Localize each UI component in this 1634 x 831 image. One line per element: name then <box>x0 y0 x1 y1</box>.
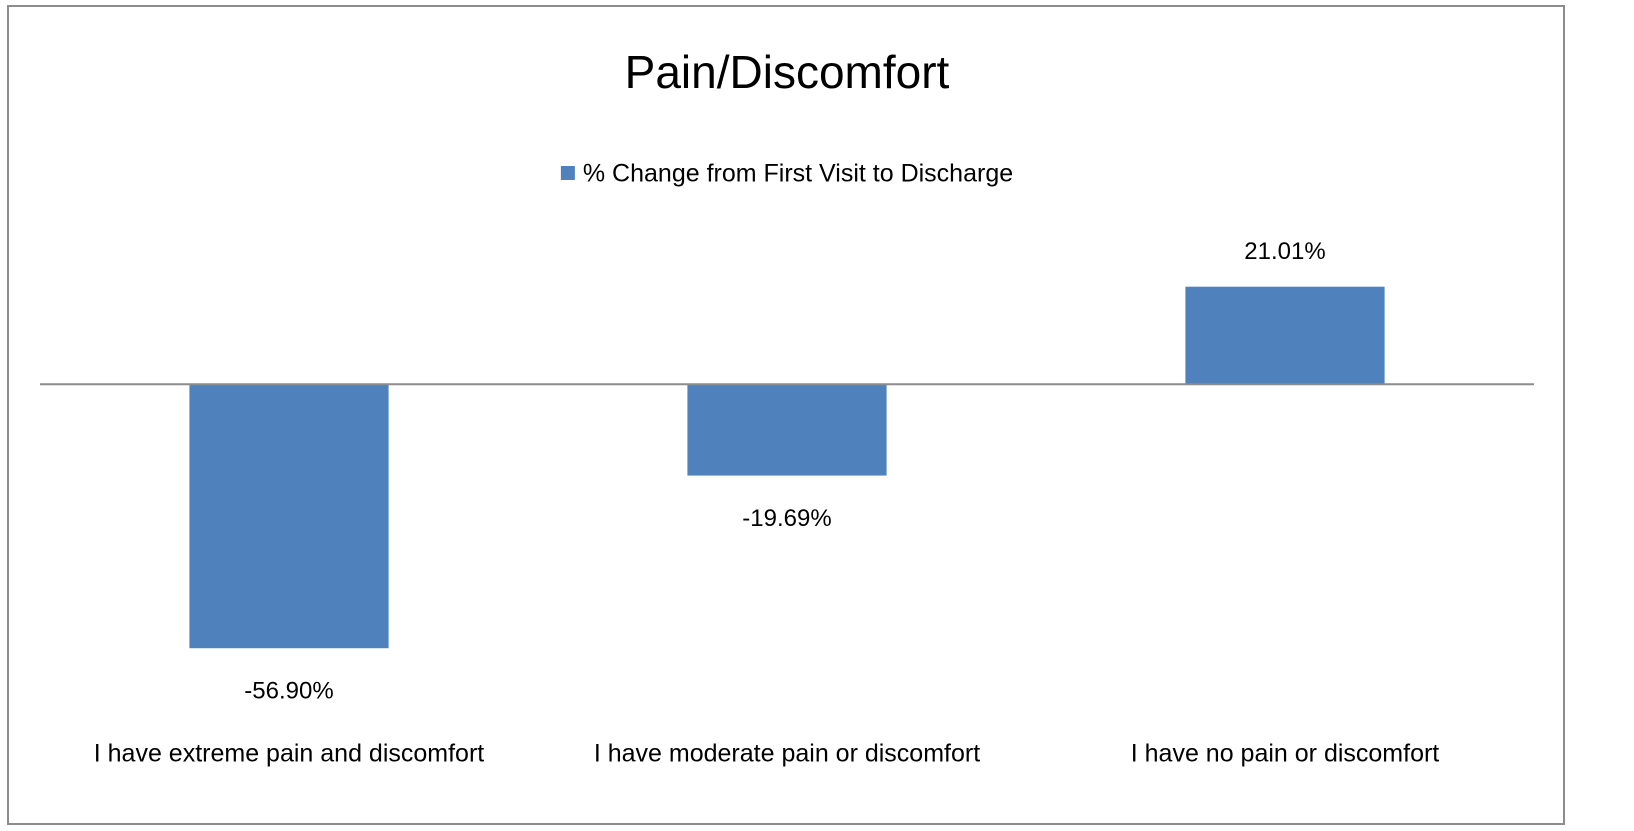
chart-title: Pain/Discomfort <box>625 46 950 98</box>
legend-label: % Change from First Visit to Discharge <box>583 160 1013 188</box>
data-label: -19.69% <box>742 505 831 532</box>
x-tick-label: I have moderate pain or discomfort <box>594 740 980 768</box>
data-label: -56.90% <box>244 678 333 705</box>
legend-swatch <box>560 166 575 180</box>
data-label: 21.01% <box>1244 238 1325 265</box>
bar <box>189 384 389 649</box>
legend-entry: % Change from First Visit to Discharge <box>560 160 1013 188</box>
bar <box>1185 286 1385 385</box>
bar <box>687 384 887 476</box>
x-tick-label: I have extreme pain and discomfort <box>94 740 485 768</box>
x-tick-label: I have no pain or discomfort <box>1131 740 1440 768</box>
